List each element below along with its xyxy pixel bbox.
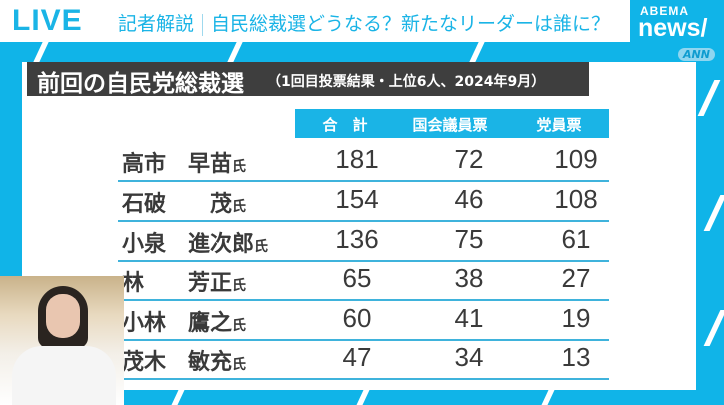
table-title: 前回の自民党総裁選 [37,71,244,97]
party-votes: 109 [554,144,598,174]
total-votes: 136 [335,224,379,254]
decorative-stripe [227,42,243,62]
total-votes: 181 [335,144,379,174]
decorative-stripe [541,390,555,405]
table-title-bar: 前回の自民党総裁選 （1回目投票結果・上位6人、2024年9月） [27,62,589,97]
candidate-name: 高市 早苗氏 [122,152,247,177]
presenter-body [12,346,116,405]
category-label: 記者解説 [118,13,195,35]
decorative-stripe [469,42,485,62]
decorative-stripe [33,42,49,62]
diet-votes: 46 [454,184,484,214]
presenter-video-inset [0,276,124,405]
diet-votes: 41 [454,303,484,333]
logo-brand-main: news/ [638,14,708,42]
table-row: 小林 鷹之氏 60 41 19 [118,300,609,341]
total-votes: 47 [342,342,372,372]
candidate-name: 小泉 進次郎氏 [122,232,269,257]
decorative-stripe [171,390,185,405]
diet-votes: 38 [454,263,484,293]
live-label: LIVE [12,4,83,37]
diet-votes: 34 [454,342,484,372]
total-votes: 65 [342,263,372,293]
table-row: 林 芳正氏 65 38 27 [118,260,609,301]
table-header-row: 合 計 国会議員票 党員票 [295,109,609,138]
party-votes: 61 [561,224,591,254]
table-subtitle: （1回目投票結果・上位6人、2024年9月） [267,74,546,90]
decorative-stripe [356,390,370,405]
total-votes: 154 [335,184,379,214]
headline: 記者解説 自民総裁選どうなる？新たなリーダーは誰に？ [118,9,610,36]
party-votes: 27 [561,263,591,293]
candidate-name: 林 芳正氏 [122,271,247,296]
party-votes: 108 [554,184,598,214]
abema-news-logo: ABEMA news/ ANN [630,0,724,70]
table-row: 小泉 進次郎氏 136 75 61 [118,221,609,262]
candidate-name: 石破 茂氏 [122,192,247,217]
total-votes: 60 [342,303,372,333]
party-votes: 19 [561,303,591,333]
table-row: 石破 茂氏 154 46 108 [118,181,609,222]
decorative-stripe [703,310,724,346]
diet-votes: 75 [454,224,484,254]
ann-badge: ANN [678,48,715,61]
headline-text: 自民総裁選どうなる？新たなリーダーは誰に？ [211,13,611,35]
logo-brand-top: ABEMA [640,4,689,18]
decorative-stripe [703,195,724,231]
candidate-name: 茂木 敏充氏 [122,350,247,375]
column-header-diet-votes: 国会議員票 [412,116,488,134]
column-header-party-votes: 党員票 [536,116,582,134]
party-votes: 13 [561,342,591,372]
presenter-face [46,294,80,338]
candidate-name: 小林 鷹之氏 [122,311,247,336]
table-row: 高市 早苗氏 181 72 109 [118,141,609,182]
divider [202,13,204,36]
top-banner: LIVE 記者解説 自民総裁選どうなる？新たなリーダーは誰に？ [0,0,724,42]
column-header-total: 合 計 [322,116,368,134]
table-row: 茂木 敏充氏 47 34 13 [118,339,609,380]
decorative-stripe [697,80,721,116]
diet-votes: 72 [454,144,484,174]
